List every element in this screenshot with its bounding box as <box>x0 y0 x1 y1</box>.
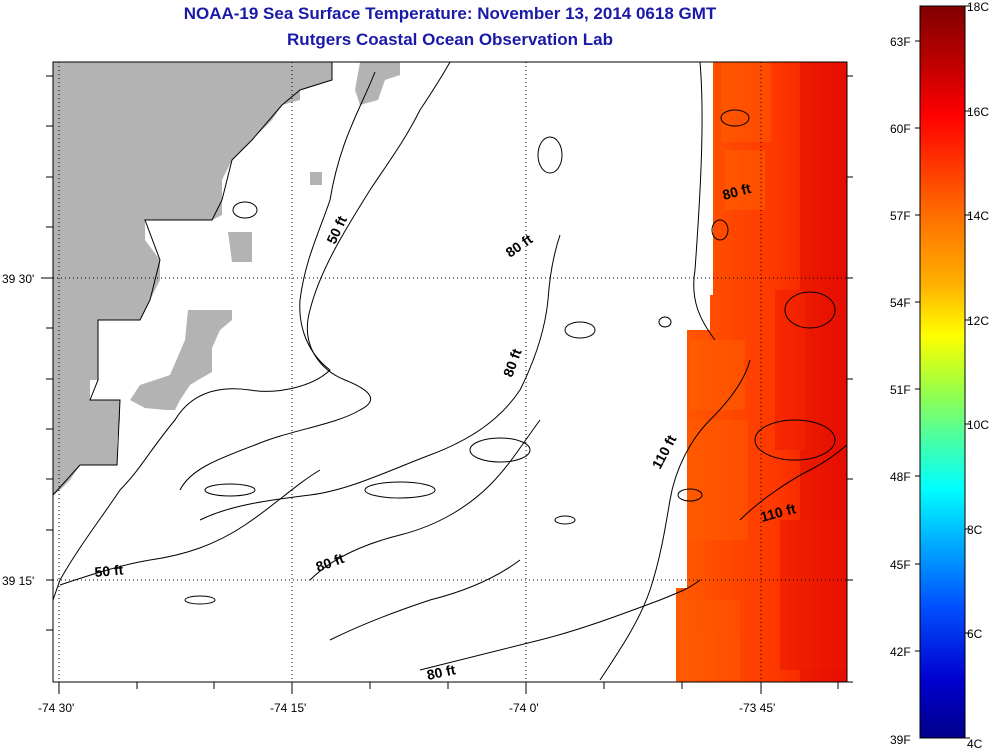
colorbar <box>919 5 966 739</box>
y-tick-label: 39 30' <box>2 272 34 286</box>
colorbar-label-f: 39F <box>890 733 911 747</box>
colorbar-label-f: 45F <box>890 558 911 572</box>
map-title: NOAA-19 Sea Surface Temperature: Novembe… <box>183 4 717 23</box>
colorbar-label-c: 16C <box>967 105 989 119</box>
colorbar-ticks <box>915 5 970 739</box>
contour-label: 80 ft <box>721 180 753 203</box>
colorbar-label-f: 60F <box>890 122 911 136</box>
colorbar-label-c: 18C <box>967 0 989 14</box>
y-tick-label: 39 15' <box>2 574 34 588</box>
colorbar-label-f: 57F <box>890 209 911 223</box>
colorbar-label-f: 54F <box>890 296 911 310</box>
map-frame <box>52 61 848 683</box>
graticule <box>53 62 847 682</box>
map-subtitle: Rutgers Coastal Ocean Observation Lab <box>287 30 613 49</box>
x-tick-label: -74 30' <box>38 701 74 715</box>
colorbar-label-f: 42F <box>890 645 911 659</box>
axis-ticks <box>41 75 853 694</box>
colorbar-label-c: 10C <box>967 418 989 432</box>
colorbar-label-f: 48F <box>890 470 911 484</box>
colorbar-label-c: 6C <box>967 627 983 641</box>
contour-label: 80 ft <box>425 661 457 683</box>
x-tick-label: -73 45' <box>739 701 775 715</box>
x-tick-label: -74 0' <box>509 701 539 715</box>
contour-label: 50 ft <box>94 562 124 580</box>
colorbar-label-c: 8C <box>967 523 983 537</box>
land-mass <box>53 62 332 495</box>
sst-pixel-texture <box>680 62 847 682</box>
x-tick-label: -74 15' <box>270 701 306 715</box>
bathymetry-contours <box>53 62 847 681</box>
colorbar-label-c: 12C <box>967 314 989 328</box>
colorbar-label-c: 4C <box>967 737 983 751</box>
colorbar-label-f: 63F <box>890 35 911 49</box>
sst-warm-water <box>676 62 847 682</box>
land-islands <box>130 62 400 410</box>
colorbar-label-c: 14C <box>967 209 989 223</box>
colorbar-label-f: 51F <box>890 383 911 397</box>
